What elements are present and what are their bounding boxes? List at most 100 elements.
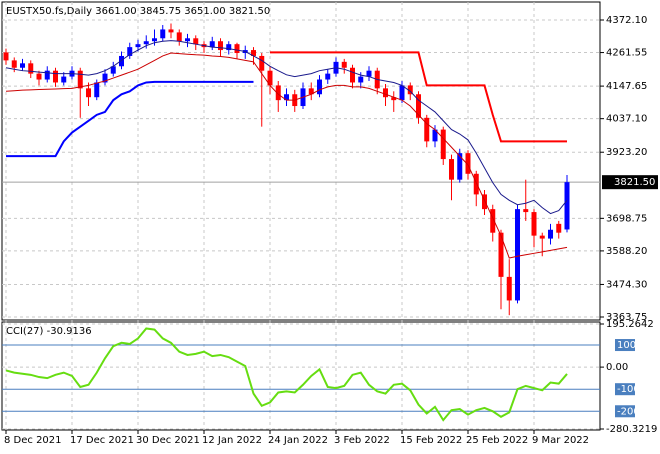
candle-body [498,232,504,277]
candle-body [473,173,479,195]
x-tick-label: 8 Dec 2021 [4,435,62,446]
level-label-box [615,339,635,352]
price-label: 3821.50 [614,177,655,188]
candle-body [185,38,190,42]
x-tick-label: 17 Dec 2021 [70,435,134,446]
y-tick-label: 0.00 [606,362,628,373]
candle-body [440,129,446,160]
candle-body [308,88,314,95]
candle-body [135,44,141,48]
candle-body [358,76,364,83]
x-tick-label: 30 Dec 2021 [136,435,200,446]
candle-body [539,235,545,239]
y-tick-label: 3698.75 [606,213,647,224]
y-tick-label: 4261.55 [606,48,647,59]
main-frame [1,1,601,321]
candle-body [325,73,331,80]
candle-body [391,97,397,101]
y-tick-label: 3923.20 [606,147,647,158]
candle-body [482,194,487,210]
candle-body [284,94,289,101]
candle-body [234,44,240,54]
series-line [270,51,567,143]
candle-body [267,70,273,86]
series-line [6,80,254,158]
candle-body [317,79,322,95]
candle-body [61,76,67,83]
candle-body [218,41,223,51]
candle-body [457,153,463,180]
candle-body [366,70,372,77]
candle-body [53,70,58,83]
candle-body [193,38,199,45]
candle-body [110,66,116,74]
candle-body [341,61,347,68]
candle-body [564,182,570,230]
candle-body [531,212,537,236]
candle-body [119,55,124,67]
candle-body [399,85,405,101]
candle-body [209,41,215,48]
level-label-box [615,383,635,396]
candle-body [168,29,174,33]
candle-body [275,85,281,101]
candle-body [94,82,100,98]
grid [2,2,600,430]
candle-body [143,41,149,45]
level-label: -100 [617,384,640,395]
y-tick-label: 3474.30 [606,279,647,290]
candle-body [259,55,265,71]
y-tick-label: 3363.75 [606,312,647,323]
candle-body [465,153,471,174]
y-tick-label: 4037.10 [606,114,647,125]
candle-body [20,63,25,68]
candle-body [152,38,157,42]
y-tick-label: -280.3219 [606,424,657,435]
candle-body [490,209,496,233]
candle-body [160,29,166,39]
candle-body [383,88,388,98]
candle-body [86,88,91,98]
candle-body [416,94,421,118]
candle-body [556,223,562,233]
candle-body [3,52,9,61]
candle-body [176,32,182,42]
candle-body [407,85,413,95]
y-tick-label: 3588.20 [606,246,647,257]
level-label: 100 [617,340,636,351]
series-line [5,52,568,259]
candle-body [28,63,34,74]
cci-title: CCI(27) -30.9136 [6,326,92,337]
x-tick-label: 9 Mar 2022 [532,435,589,446]
candle-body [251,50,256,56]
level-label-box [615,405,635,418]
candle-body [523,209,529,213]
y-tick-label: 4372.10 [606,15,647,26]
candle-body [506,276,512,301]
candle-body [350,67,355,83]
candle-body [226,44,232,51]
candle-body [127,47,133,56]
series-line [5,40,568,215]
candle-body [11,60,17,68]
price-label-box [602,175,658,190]
candle-body [36,73,42,80]
candle-body [548,229,553,239]
y-tick-label: 4147.65 [606,81,647,92]
candle-body [424,117,430,142]
x-tick-label: 12 Jan 2022 [202,435,262,446]
y-tick-label: 195.2642 [606,319,654,330]
chart-title: EUSTX50.fs,Daily 3661.00 3845.75 3651.00… [6,6,270,17]
x-tick-label: 3 Feb 2022 [334,435,390,446]
candle-body [432,129,438,142]
candle-body [44,70,50,80]
series-line [5,327,568,422]
cci-frame [1,321,601,431]
x-tick-label: 25 Feb 2022 [466,435,528,446]
level-label: -200 [617,406,640,417]
candle-body [449,159,454,180]
x-tick-label: 24 Jan 2022 [268,435,328,446]
x-tick-label: 15 Feb 2022 [400,435,462,446]
candle-body [515,209,520,301]
